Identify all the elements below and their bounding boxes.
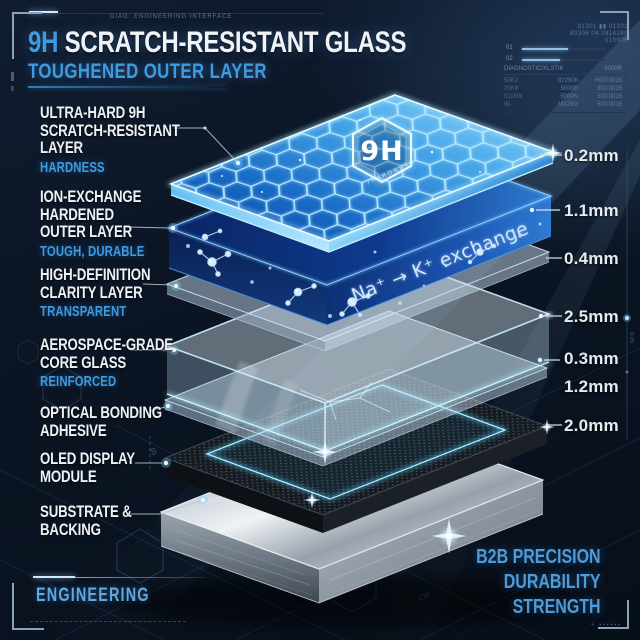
layer-tag: TRANSPARENT (40, 304, 127, 320)
measurement-0: 0.2mm (564, 146, 619, 165)
title-rest: SCRATCH-RESISTANT GLASS (58, 26, 407, 59)
layer-label-oled: OLED DISPLAY MODULE (40, 449, 135, 486)
layer-label-scratch-resistant: ULTRA-HARD 9H SCRATCH-RESISTANT LAYER HA… (40, 104, 192, 176)
measurement-6: 2.0mm (564, 416, 619, 435)
corner-dot-marks: + ▪▪▪▪▪▪ (591, 622, 622, 628)
measurement-4: 0.3mm (564, 349, 619, 368)
hud-gauge-01: 01 (506, 45, 618, 53)
engineering-rule-accent (33, 576, 75, 578)
gauge-fill (522, 48, 568, 50)
title-accent-9h: 9H (28, 26, 59, 59)
gauge-label: 01 (506, 45, 513, 51)
edge-tick-mark (11, 86, 14, 91)
badge-9h-text: 9H (360, 136, 403, 167)
hud-table-header-right: 5000R (604, 66, 622, 72)
header-meta-label: DIAG: ENGINEERING INTERFACE (110, 14, 233, 20)
hud-data-table: DIAGNOSTIC/XLSTIK 5000R 50K2 822906 HD0:00… (504, 66, 626, 113)
tagline-line: DURABILITY (504, 571, 601, 593)
layer-label-clarity: HIGH-DEFINITION CLARITY LAYER TRANSPAREN… (40, 266, 192, 320)
molecule-graphics (186, 222, 542, 318)
table-row: 50K2 822906 HD0:0016 (504, 78, 622, 84)
hud-digit-row: 81301 ▮▮ 01301 (577, 24, 628, 30)
hud-digit-readout: 81301 ▮▮ 01301 80306 04 0814280 010906 (546, 24, 628, 45)
layer-adhesive (163, 310, 549, 467)
gauge-label: 02 (506, 56, 513, 62)
hud-table-header-left: DIAGNOSTIC/XLSTIK (504, 66, 564, 72)
gauge-fill (522, 59, 560, 61)
header-rule-accent (29, 11, 58, 13)
corner-bracket-top-right (600, 11, 629, 40)
layer-hex-glass: 9H /HARDNESS (166, 93, 558, 253)
tagline-line: STRENGTH (513, 596, 601, 618)
leader-dots (161, 126, 243, 505)
table-row: 0115W 5000N 500:0016 (504, 94, 622, 100)
gauge-track (522, 48, 606, 50)
layer-label-core-glass: AEROSPACE-GRADE CORE GLASS REINFORCED (40, 336, 192, 390)
engineering-rule (33, 577, 205, 578)
corner-bracket-bottom-right (598, 600, 629, 629)
hud-gauge-02: 02 (506, 56, 618, 64)
corner-bracket-bottom-left (12, 583, 44, 630)
table-row: 20K8 5000E 300:0016 (504, 86, 622, 92)
table-row: W- MAZ6V 500:0016 (504, 102, 622, 108)
measurement-dots (529, 207, 544, 363)
engineering-dashed-rule (30, 621, 186, 622)
corner-bracket-top-left (12, 12, 42, 59)
header-rule (58, 13, 323, 14)
svg-text:05: 05 (148, 447, 158, 457)
layer-label-ion-exchange: ION-EXCHANGE HARDENED OUTER LAYER TOUGH,… (40, 188, 192, 260)
measurement-5: 1.2mm (564, 377, 619, 396)
svg-text:0·05: 0·05 (628, 332, 634, 343)
layer-tag: REINFORCED (40, 374, 117, 390)
right-rail: 0·05 (623, 150, 634, 440)
measurement-1: 1.1mm (564, 201, 619, 220)
b2b-tagline: B2B PRECISION DURABILITY STRENGTH (477, 545, 601, 620)
layer-tag: TOUGH, DURABLE (40, 243, 145, 260)
tagline-line: B2B PRECISION (476, 546, 601, 568)
measurement-2: 0.4mm (564, 249, 619, 268)
hud-table-header: DIAGNOSTIC/XLSTIK 5000R (504, 66, 622, 75)
page-subtitle: TOUGHENED OUTER LAYER (28, 60, 267, 83)
page-title: 9H SCRATCH-RESISTANT GLASS (28, 26, 406, 60)
subtitle-underline (28, 86, 228, 88)
hud-digit-row: 80306 04 0814280 010906 (569, 31, 628, 44)
gauge-track (522, 59, 606, 61)
measurement-3: 2.5mm (564, 307, 619, 326)
layer-label-substrate: SUBSTRATE & BACKING (40, 502, 132, 539)
stack-shadow (115, 576, 585, 628)
layer-label-adhesive: OPTICAL BONDING ADHESIVE (40, 403, 162, 440)
engineering-label: ENGINEERING (36, 585, 150, 606)
layer-tag: HARDNESS (40, 159, 105, 176)
edge-tick-mark (11, 72, 14, 81)
